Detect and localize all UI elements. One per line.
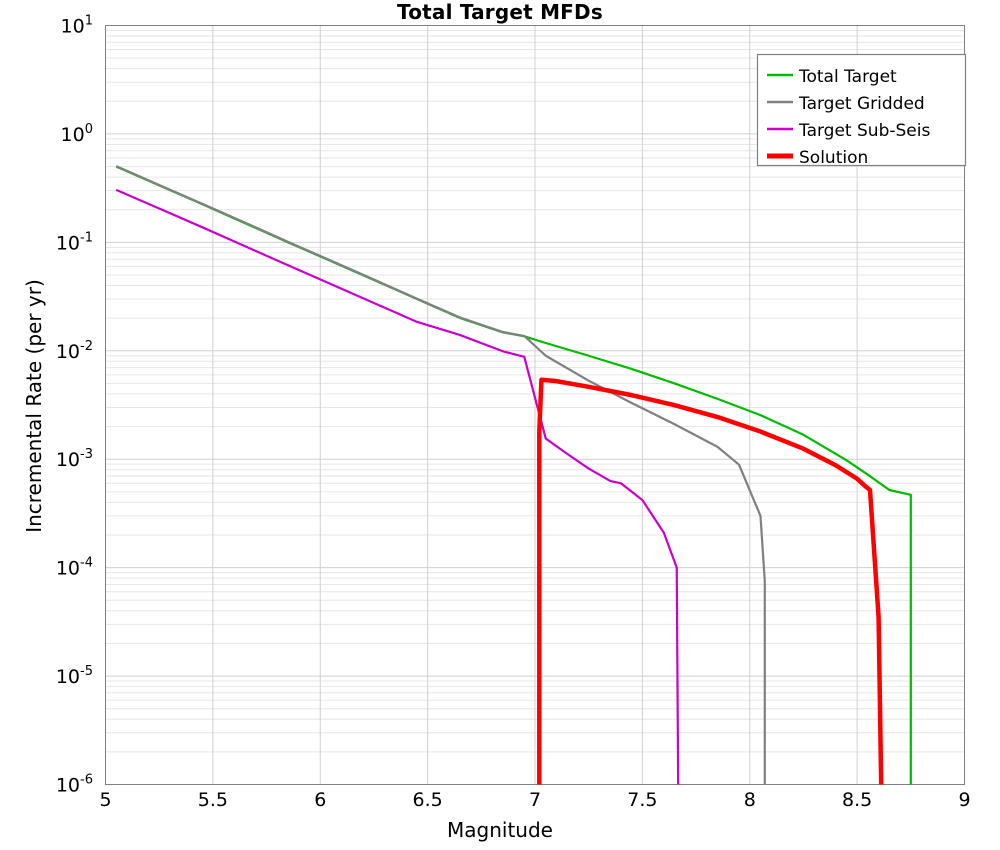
series-line-target-gridded — [115, 165, 766, 785]
x-tick-label: 5.5 — [198, 789, 228, 811]
series-line-target-sub-seis — [115, 188, 680, 785]
legend-label-solution[interactable]: Solution — [799, 148, 868, 168]
y-tick-label: 10-2 — [56, 339, 93, 363]
y-tick-label: 10-4 — [56, 556, 93, 580]
y-tick-label: 101 — [61, 14, 93, 38]
x-tick-label: 9 — [958, 789, 970, 811]
y-tick-label: 10-3 — [56, 447, 93, 471]
x-axis-label: Magnitude — [447, 818, 553, 842]
series-line-total-target — [115, 165, 912, 785]
x-tick-label: 8.5 — [842, 789, 872, 811]
y-tick-labels: 101 100 10-1 10-2 10-3 10-4 10-5 10-6 — [56, 14, 93, 797]
x-tick-label: 5 — [99, 789, 111, 811]
x-tick-labels: 5 5.5 6 6.5 7 7.5 8 8.5 9 — [99, 789, 970, 811]
chart-legend[interactable]: Total Target Target Gridded Target Sub-Sei… — [756, 53, 967, 169]
x-tick-label: 7 — [529, 789, 541, 811]
data-series-group — [115, 165, 912, 785]
x-tick-label: 6.5 — [412, 789, 442, 811]
legend-label-total-target[interactable]: Total Target — [798, 67, 897, 87]
legend-label-target-gridded[interactable]: Target Gridded — [798, 94, 925, 114]
legend-label-target-sub-seis[interactable]: Target Sub-Seis — [798, 121, 930, 141]
x-tick-label: 7.5 — [627, 789, 657, 811]
legend-box — [756, 53, 967, 167]
series-line-solution — [537, 377, 884, 785]
x-tick-label: 6 — [314, 789, 326, 811]
y-tick-label: 10-1 — [56, 230, 93, 254]
chart-title: Total Target MFDs — [397, 0, 603, 24]
plot-frame — [105, 25, 965, 785]
x-tick-label: 8 — [744, 789, 756, 811]
y-tick-label: 100 — [61, 122, 93, 146]
y-tick-label: 10-6 — [56, 773, 93, 797]
y-axis-label: Incremental Rate (per yr) — [22, 279, 46, 533]
y-tick-label: 10-5 — [56, 664, 93, 688]
